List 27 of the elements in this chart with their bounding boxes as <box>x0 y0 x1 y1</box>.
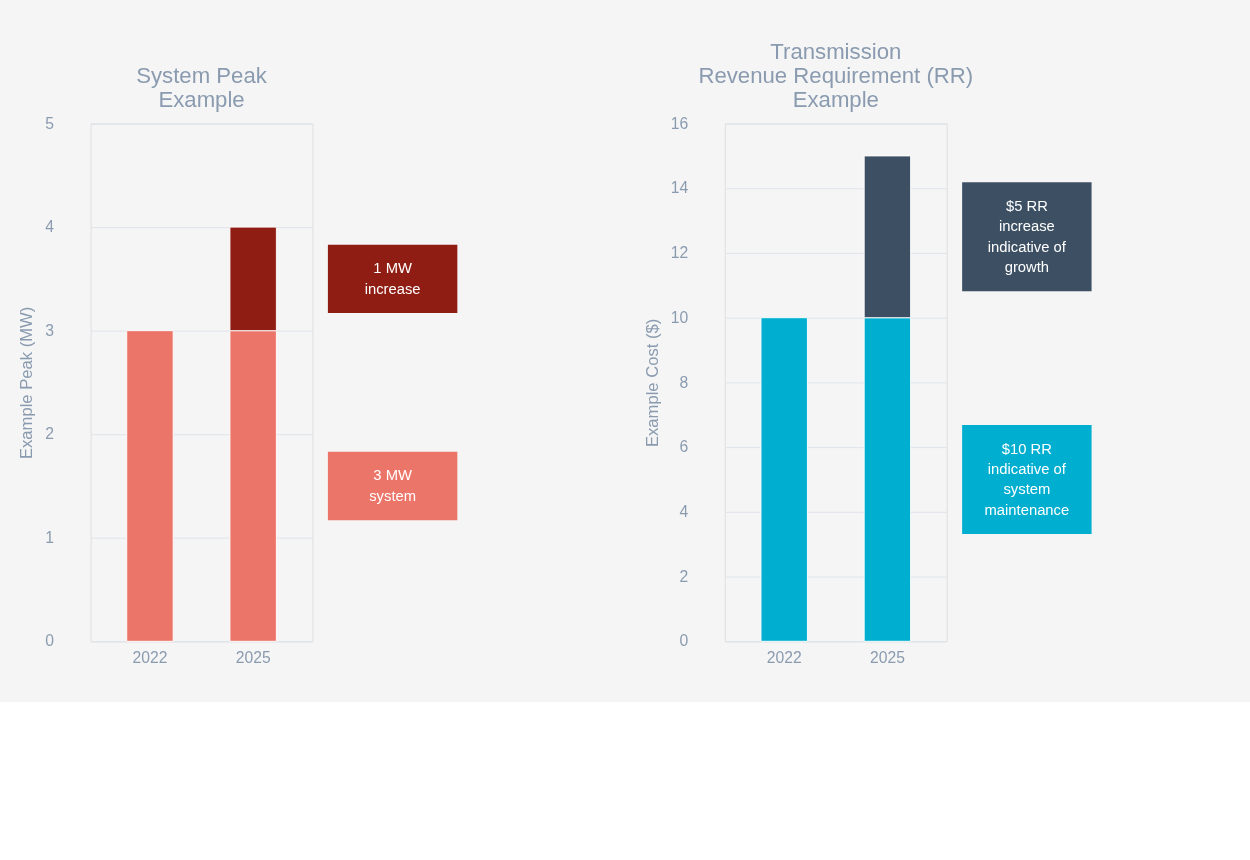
y-tick-label: 10 <box>670 308 689 326</box>
text: 3 MW system <box>369 467 417 504</box>
chart-title: System Peak Example <box>136 62 268 112</box>
x-tick-label: 2025 <box>235 649 271 667</box>
text: 1 MW increase <box>364 260 421 297</box>
y-tick-label: 0 <box>679 632 689 650</box>
y-tick-label: 2 <box>679 567 689 585</box>
chart-title: Transmission Revenue Requirement (RR) Example <box>698 38 974 112</box>
y-tick-label: 5 <box>45 114 55 132</box>
y-axis-title: Example Cost ($) <box>642 318 662 448</box>
y-tick-label: 0 <box>45 632 55 650</box>
y-tick-label: 4 <box>679 502 689 520</box>
x-tick-label: 2022 <box>766 649 802 667</box>
y-tick-label: 1 <box>45 528 55 546</box>
text: $10 RR indicative of system maintenance <box>984 440 1070 518</box>
y-tick-label: 6 <box>679 438 689 456</box>
y-tick-label: 14 <box>670 179 689 197</box>
y-tick-label: 2 <box>45 425 55 443</box>
y-tick-label: 12 <box>670 244 689 262</box>
y-tick-label: 3 <box>45 321 55 339</box>
y-axis-title: Example Peak (MW) <box>17 306 37 460</box>
y-tick-label: 16 <box>670 114 689 132</box>
y-tick-label: 8 <box>679 373 689 391</box>
x-tick-label: 2025 <box>869 649 906 667</box>
y-tick-label: 4 <box>45 218 55 236</box>
x-tick-label: 2022 <box>132 649 168 667</box>
text: $5 RR increase indicative of growth <box>987 197 1067 275</box>
